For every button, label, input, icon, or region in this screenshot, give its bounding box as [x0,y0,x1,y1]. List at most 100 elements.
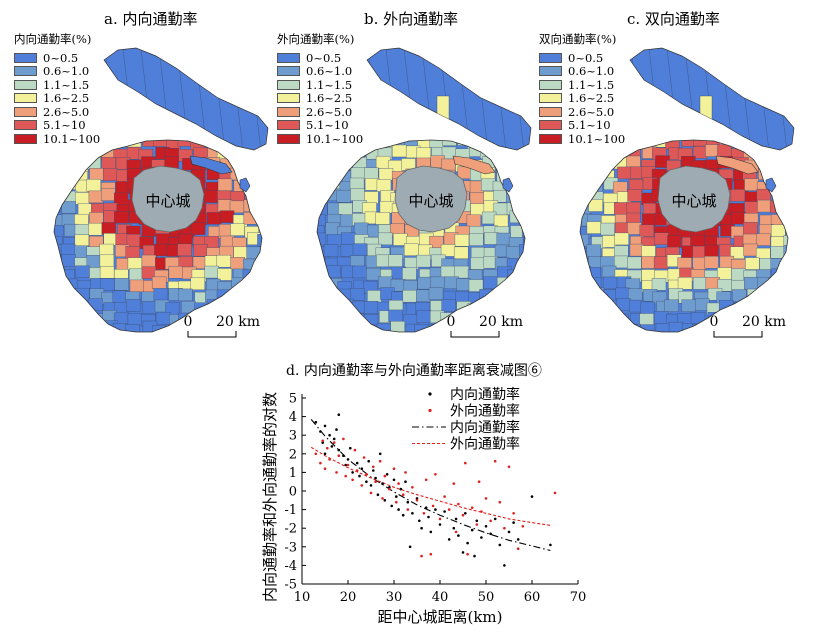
legend-b-item: 10.1~100 [277,131,364,146]
district-cell [61,201,76,214]
mainland-outline [53,139,263,333]
data-point-outward [434,473,437,476]
district-cell [323,244,339,257]
data-point-outward [314,452,318,456]
data-point-inward [392,478,396,482]
district-cell [756,233,771,246]
data-point-outward [452,482,456,485]
data-point-inward [337,413,341,417]
data-point-inward [480,536,483,539]
legend-swatch [14,93,37,103]
data-point-outward [424,478,428,482]
data-point-inward [461,551,465,554]
data-point-inward [376,493,380,497]
panel-c-title: c. 双向通勤率 [627,10,720,28]
data-point-outward [392,467,396,471]
data-point-inward [385,473,389,476]
legend-a-item: 10.1~100 [14,132,100,146]
data-point-inward [489,532,492,536]
legend-swatch [14,79,37,90]
legend-c-item: 0.6~1.0 [539,64,625,78]
data-point-outward [369,491,373,495]
legend-label: 0~0.5 [43,50,79,65]
legend-c-rows: 0~0.5 0.6~1.0 1.1~1.5 1.6~2.5 2.6~5.0 5.1~10 1… [539,51,625,146]
data-point-inward [367,459,371,463]
scale-bar: 0 20 km [447,314,523,338]
data-point-outward [355,469,359,472]
legend-a: 内向通勤率(%) 0~0.5 0.6~1.0 1.1~1.5 1.6~2.5 2.6~5… [14,31,100,146]
data-point-outward [335,471,338,474]
district-cell [519,244,525,257]
legend-swatch [539,93,562,103]
islet [715,155,759,175]
data-point-outward [337,454,341,458]
legend-label: 5.1~10 [568,118,611,132]
data-point-outward [464,461,467,465]
district-cell [402,267,417,280]
data-point-inward [516,538,520,541]
data-point-outward [498,500,502,504]
legend-entry-label: 外向通勤率 [450,436,520,453]
data-point-outward [461,513,465,517]
district-cell [441,299,456,312]
data-point-inward [323,424,327,428]
x-tick-label: 30 [386,590,403,605]
data-point-inward [388,486,391,489]
legend-b: 外向通勤率(%) 0~0.5 0.6~1.0 1.1~1.5 1.6~2.5 2.6~5… [277,31,363,146]
data-point-outward [346,463,350,467]
data-point-outward [395,500,398,504]
legend-c-item: 1.6~2.5 [539,91,625,105]
legend-b-item: 1.6~2.5 [277,91,363,105]
islet [239,177,251,193]
district-cell [469,233,484,246]
data-point-inward [498,543,502,547]
data-point-inward [443,510,446,513]
legend-label: 2.6~5.0 [568,104,615,119]
data-point-inward [365,480,368,484]
data-point-inward [321,441,325,444]
legend-c-item: 5.1~10 [539,118,625,132]
legend-label: 10.1~100 [306,131,364,146]
legend-marker [428,392,432,396]
data-point-inward [397,508,400,511]
district-cell [627,189,642,202]
data-point-inward [395,495,398,498]
center-city-label: 中心城 [671,192,716,210]
district-cell [651,278,667,291]
data-point-outward [457,502,460,506]
y-tick-label: 1 [289,466,297,481]
legend-swatch [14,120,37,130]
y-tick-label: 5 [289,392,297,407]
legend-c: 双向通勤率(%) 0~0.5 0.6~1.0 1.1~1.5 1.6~2.5 2.6~5… [539,31,625,146]
data-point-inward [328,433,331,437]
data-point-inward [429,530,433,534]
data-point-inward [473,554,476,558]
scale-bar-line [187,331,237,338]
data-point-inward [418,519,421,523]
data-point-outward [342,437,345,441]
data-point-outward [411,486,414,489]
legend-swatch [539,66,562,76]
x-axis-label: 距中心城距离(km) [377,608,502,626]
legend-a-rows: 0~0.5 0.6~1.0 1.1~1.5 1.6~2.5 2.6~5.0 5.1~10 1… [14,50,100,146]
legend-entry-label: 内向通勤率 [450,386,520,403]
y-axis-label: 内向通勤率和外向通勤率的对数 [261,392,279,602]
data-point-inward [360,467,364,471]
district-cell [99,266,115,279]
data-point-outward [332,441,336,444]
data-point-inward [390,504,394,508]
legend-marker [428,408,432,413]
district-cell [614,232,629,246]
district-cell [442,140,457,146]
data-point-inward [369,484,373,487]
data-point-outward [493,459,497,463]
y-tick-label: 0 [289,485,297,500]
data-point-inward [335,428,338,431]
data-point-inward [415,497,419,500]
islet [189,155,233,175]
legend-label: 5.1~10 [43,118,86,132]
district-cell [217,268,232,281]
map-panel-a: 中心城 0 20 km [53,47,269,338]
legend-swatch [14,52,37,63]
